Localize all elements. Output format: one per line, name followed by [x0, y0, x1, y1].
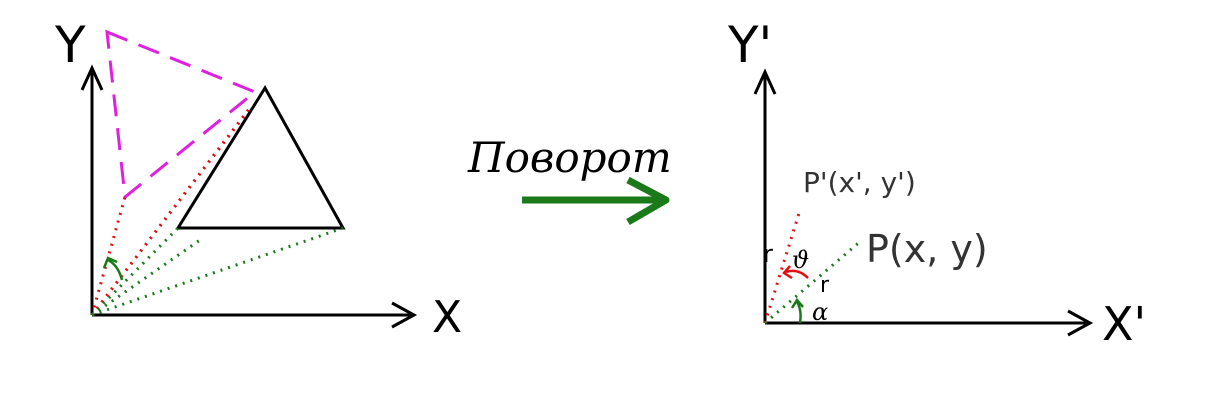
green-dotted-line — [90, 226, 180, 317]
alpha-label: α — [812, 298, 828, 326]
left-y-axis-arrowhead — [80, 64, 104, 91]
right-y-axis-arrowhead — [753, 68, 777, 95]
radius-label-1: r — [763, 240, 773, 268]
radius-label-2: r — [820, 273, 830, 298]
left-rotation-arc — [107, 258, 124, 281]
rotated-triangle — [105, 29, 258, 200]
theta-arc — [785, 269, 809, 279]
right-x-axis-arrowhead — [1067, 309, 1094, 337]
left-diagram: Y X — [54, 16, 462, 343]
left-x-axis-arrowhead — [391, 301, 418, 329]
green-dotted-line — [91, 238, 201, 317]
point-p-label: P(x, y) — [866, 227, 988, 271]
alpha-arc-arrowhead — [790, 297, 804, 309]
left-x-label: X — [432, 292, 462, 343]
right-y-label: Y' — [727, 16, 772, 74]
theta-label: ϑ — [792, 246, 809, 274]
transform-arrow: Поворот — [467, 133, 672, 226]
arrow-head — [626, 176, 670, 226]
red-dotted-line — [90, 114, 247, 316]
left-rotation-arc-arrowhead — [102, 256, 118, 269]
right-x-label: X' — [1102, 297, 1146, 351]
original-triangle — [175, 85, 346, 230]
theta-arc-arrowhead — [782, 265, 793, 280]
arrow-label: Поворот — [467, 133, 672, 182]
alpha-arc — [795, 301, 802, 324]
left-y-label: Y — [54, 16, 86, 74]
point-p-prime-label: P'(x', y') — [803, 166, 916, 199]
right-diagram: Y' X' P'(x', y') P(x, y) r r ϑ α — [727, 16, 1146, 351]
green-dotted-line — [91, 226, 344, 317]
